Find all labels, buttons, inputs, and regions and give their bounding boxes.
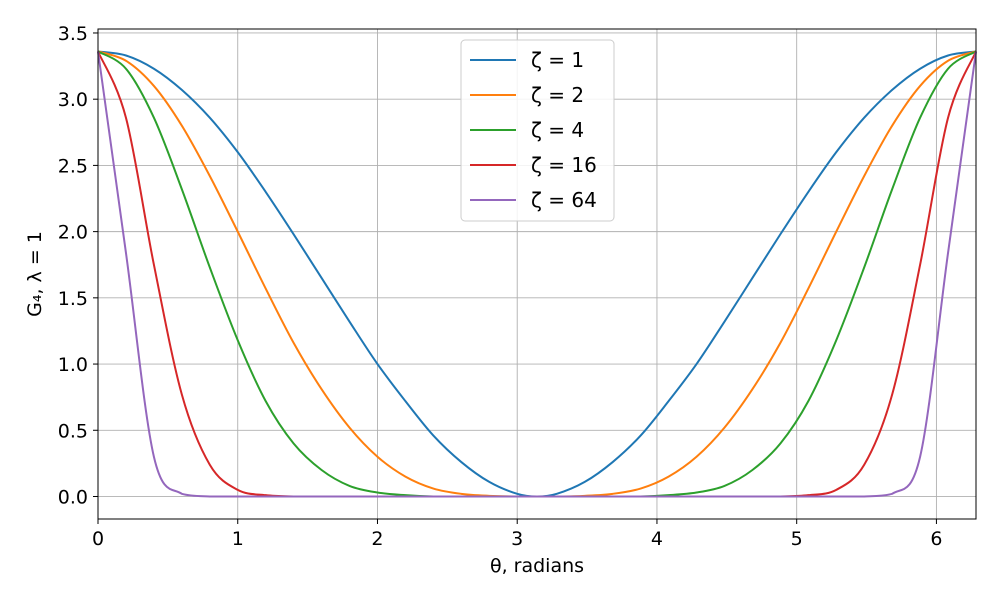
x-tick-label: 6 [930,528,942,550]
x-tick-label: 2 [371,528,383,550]
legend-label: ζ = 16 [531,153,597,177]
y-tick-label: 3.5 [58,23,88,45]
plot-frame [97,28,977,520]
series-lines [97,50,977,498]
legend-label: ζ = 1 [531,48,584,72]
legend: ζ = 1 ζ = 2 ζ = 4 ζ = 16 ζ = 64 [460,39,615,222]
legend-label: ζ = 64 [531,188,597,212]
y-tick-label: 0.0 [58,486,88,508]
y-tick-label: 1.5 [58,288,88,310]
legend-label: ζ = 4 [531,118,584,142]
y-axis-label: G₄, λ = 1 [24,231,46,317]
x-tick-label: 4 [651,528,663,550]
legend-box [460,39,615,222]
y-tick-label: 0.5 [58,420,88,442]
x-tick-label: 3 [511,528,523,550]
series-line-4 [97,51,977,498]
x-tick-label: 1 [232,528,244,550]
x-tick-label: 5 [791,528,803,550]
legend-label: ζ = 2 [531,83,584,107]
axis-ticks: 0 1 2 3 4 5 6 0.0 0.5 1.0 1.5 2.0 2.5 3.0 3.5 [58,23,943,550]
y-tick-label: 1.0 [58,354,88,376]
y-tick-label: 2.0 [58,222,88,244]
y-tick-label: 2.5 [58,155,88,177]
y-tick-label: 3.0 [58,89,88,111]
x-tick-label: 0 [92,528,104,550]
x-axis-label: θ, radians [490,555,584,577]
